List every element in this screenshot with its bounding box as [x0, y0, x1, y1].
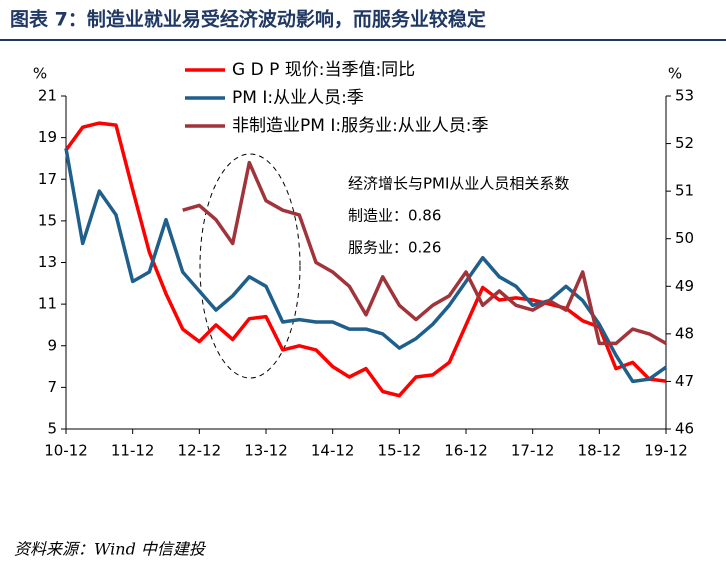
- series-line: [182, 160, 667, 346]
- series-line: [64, 121, 667, 398]
- x-tick-label: 12-12: [178, 442, 222, 460]
- annotation: 服务业：0.26: [348, 239, 441, 257]
- x-tick-label: 17-12: [511, 442, 555, 460]
- legend-label: PM I:从业人员:季: [232, 88, 364, 108]
- y-tick-label: 15: [38, 211, 57, 229]
- x-tick-label: 11-12: [111, 442, 155, 460]
- y-tick-label: 21: [38, 87, 57, 105]
- y2-tick-label: 52: [675, 134, 694, 152]
- y2-tick-label: 49: [675, 277, 694, 295]
- y2-tick-label: 47: [675, 372, 694, 390]
- series-line: [64, 147, 668, 384]
- legend-label: G D P 现价:当季值:同比: [232, 60, 415, 80]
- y2-axis-label: %: [668, 65, 682, 83]
- x-tick-label: 19-12: [644, 442, 688, 460]
- y-tick-label: 13: [38, 253, 57, 271]
- y-tick-label: 7: [47, 378, 57, 396]
- x-tick-label: 15-12: [378, 442, 422, 460]
- y2-tick-label: 51: [675, 182, 694, 200]
- x-tick-label: 18-12: [578, 442, 622, 460]
- y2-tick-label: 53: [675, 87, 694, 105]
- y-tick-label: 11: [38, 295, 57, 313]
- annotation: 制造业：0.86: [348, 207, 441, 225]
- chart-title: 图表 7：制造业就业易受经济波动影响，而服务业较稳定: [10, 8, 486, 31]
- y-tick-label: 19: [38, 128, 57, 146]
- y-tick-label: 17: [38, 170, 57, 188]
- y2-tick-label: 46: [675, 420, 694, 438]
- highlight-ellipse: [199, 153, 301, 379]
- legend-label: 非制造业PM I:服务业:从业人员:季: [232, 116, 489, 136]
- y-axis-label: %: [33, 65, 47, 83]
- annotation: 经济增长与PMI从业人员相关系数: [348, 175, 569, 193]
- x-tick-label: 14-12: [311, 442, 355, 460]
- y2-tick-label: 48: [675, 324, 694, 342]
- source: 资料来源：Wind 中信建投: [14, 540, 207, 559]
- x-tick-label: 16-12: [444, 442, 488, 460]
- y-tick-label: 5: [47, 420, 57, 438]
- x-tick-label: 13-12: [244, 442, 288, 460]
- y2-tick-label: 50: [675, 229, 694, 247]
- y-tick-label: 9: [47, 336, 57, 354]
- x-tick-label: 10-12: [44, 442, 88, 460]
